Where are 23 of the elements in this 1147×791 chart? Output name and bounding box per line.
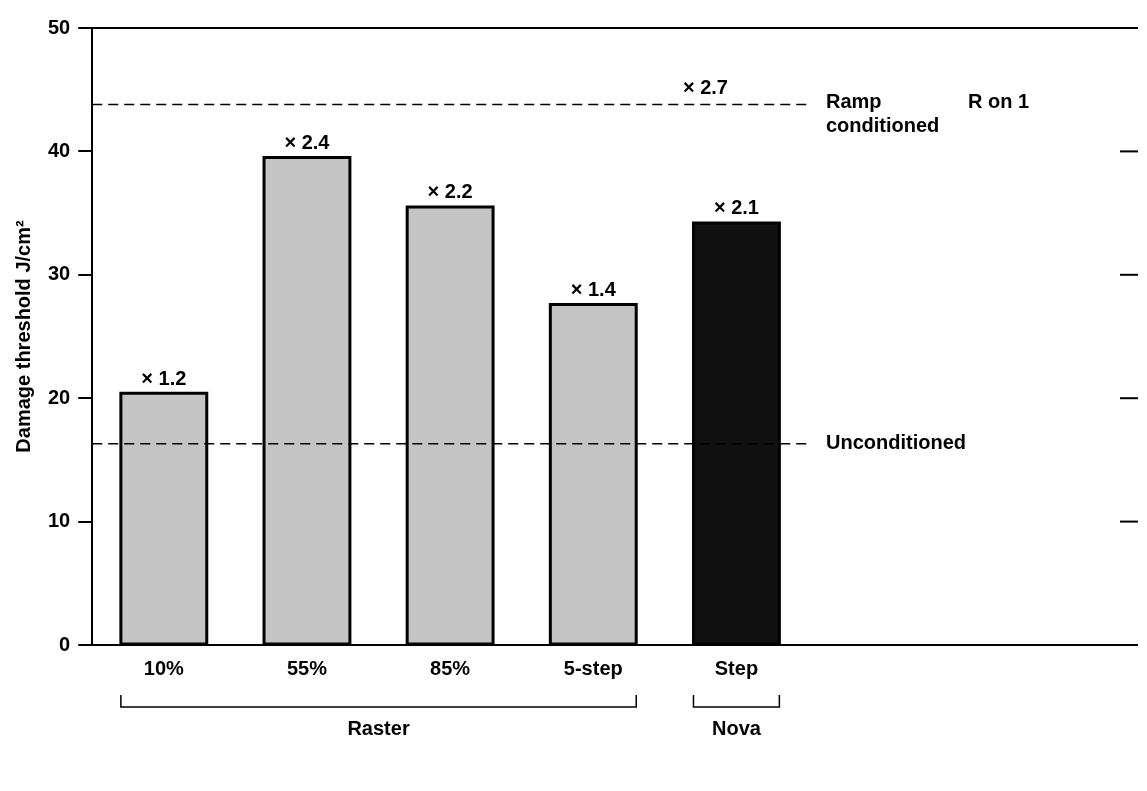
y-tick-label: 50 [48, 15, 71, 38]
x-tick-label: 10% [143, 656, 185, 679]
annotation: × 2.4 [284, 131, 331, 154]
annotation: × 1.2 [141, 366, 187, 389]
text: R on 1 [968, 90, 1030, 113]
y-tick-label: 0 [59, 632, 71, 655]
text: Nova [711, 716, 762, 739]
annotation: × 1.4 [570, 277, 617, 300]
annotation: × 2.1 [713, 196, 759, 219]
y-tick-label: 40 [48, 138, 71, 161]
y-tick-label: 10 [48, 509, 71, 532]
annotation: × 2.2 [427, 180, 473, 203]
y-axis-title: Damage threshold J/cm² [11, 220, 34, 453]
y-tick-label: 30 [48, 262, 71, 285]
annotation: × 2.7 [682, 76, 728, 99]
x-tick-label: 85% [430, 656, 471, 679]
ref-line-label: Ramp conditioned [826, 90, 940, 137]
ref-line-label: Unconditioned [826, 431, 966, 454]
x-tick-label: 55% [286, 656, 328, 679]
text: Raster [347, 716, 410, 739]
y-tick-label: 20 [48, 385, 71, 408]
x-tick-label: Step [714, 656, 759, 679]
x-tick-label: 5-step [563, 656, 623, 679]
